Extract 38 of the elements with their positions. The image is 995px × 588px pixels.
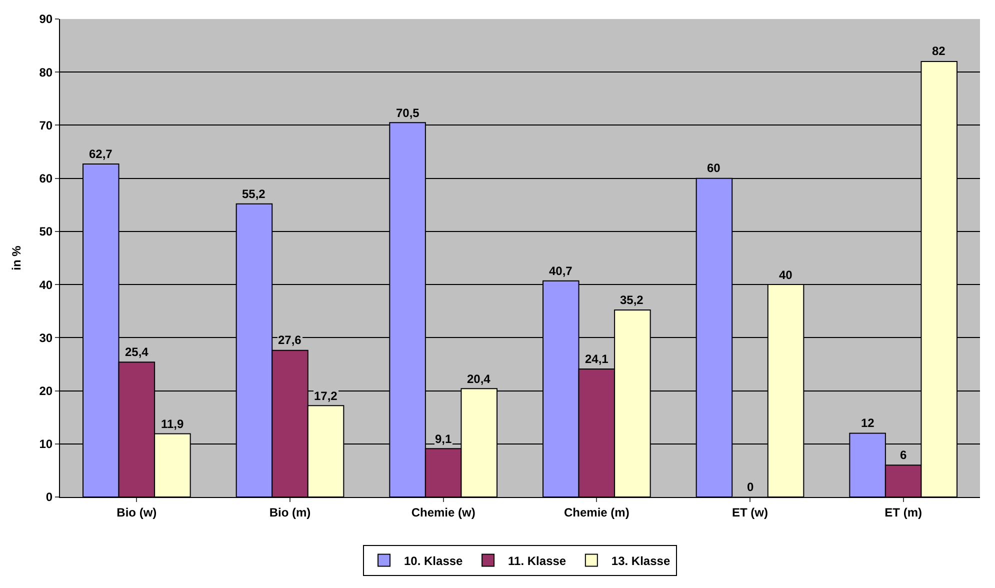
- y-tick-label: 80: [39, 65, 53, 80]
- data-label: 24,1: [585, 352, 609, 366]
- x-tick-label: Chemie (m): [564, 505, 630, 520]
- y-tick-label: 60: [39, 172, 53, 186]
- legend-label: 13. Klasse: [611, 554, 670, 568]
- x-tick-label: ET (m): [884, 505, 922, 520]
- data-label: 25,4: [125, 345, 149, 359]
- y-tick-label: 0: [46, 490, 53, 504]
- data-label: 60: [707, 161, 721, 175]
- data-label: 11,9: [161, 417, 184, 431]
- y-tick-label: 20: [39, 384, 53, 398]
- y-tick-label: 70: [39, 118, 53, 132]
- data-label: 82: [932, 44, 946, 58]
- data-label: 20,4: [467, 372, 491, 386]
- y-tick-label: 40: [39, 278, 53, 292]
- data-label: 62,7: [89, 147, 113, 161]
- x-tick-label: Bio (m): [269, 505, 311, 520]
- x-tick-label: Chemie (w): [411, 505, 476, 520]
- data-label: 55,2: [242, 187, 266, 201]
- data-label: 27,6: [278, 333, 302, 347]
- x-tick-label: Bio (w): [116, 505, 157, 520]
- data-label: 40,7: [549, 264, 573, 278]
- data-label: 6: [900, 448, 907, 462]
- data-label: 0: [747, 480, 754, 494]
- data-label: 70,5: [396, 106, 420, 120]
- y-tick-label: 50: [39, 224, 53, 239]
- legend-label: 10. Klasse: [404, 554, 464, 568]
- y-axis-title: in %: [10, 245, 24, 270]
- y-tick-label: 30: [39, 330, 53, 345]
- data-label: 17,2: [314, 389, 338, 403]
- data-label: 40: [779, 268, 793, 282]
- y-tick-label: 10: [39, 437, 53, 452]
- y-tick-label: 90: [39, 12, 53, 26]
- data-label: 35,2: [620, 293, 644, 307]
- data-label: 9,1: [435, 432, 452, 446]
- data-label: 12: [861, 416, 875, 430]
- legend-label: 11. Klasse: [508, 554, 566, 568]
- x-tick-label: ET (w): [732, 505, 768, 520]
